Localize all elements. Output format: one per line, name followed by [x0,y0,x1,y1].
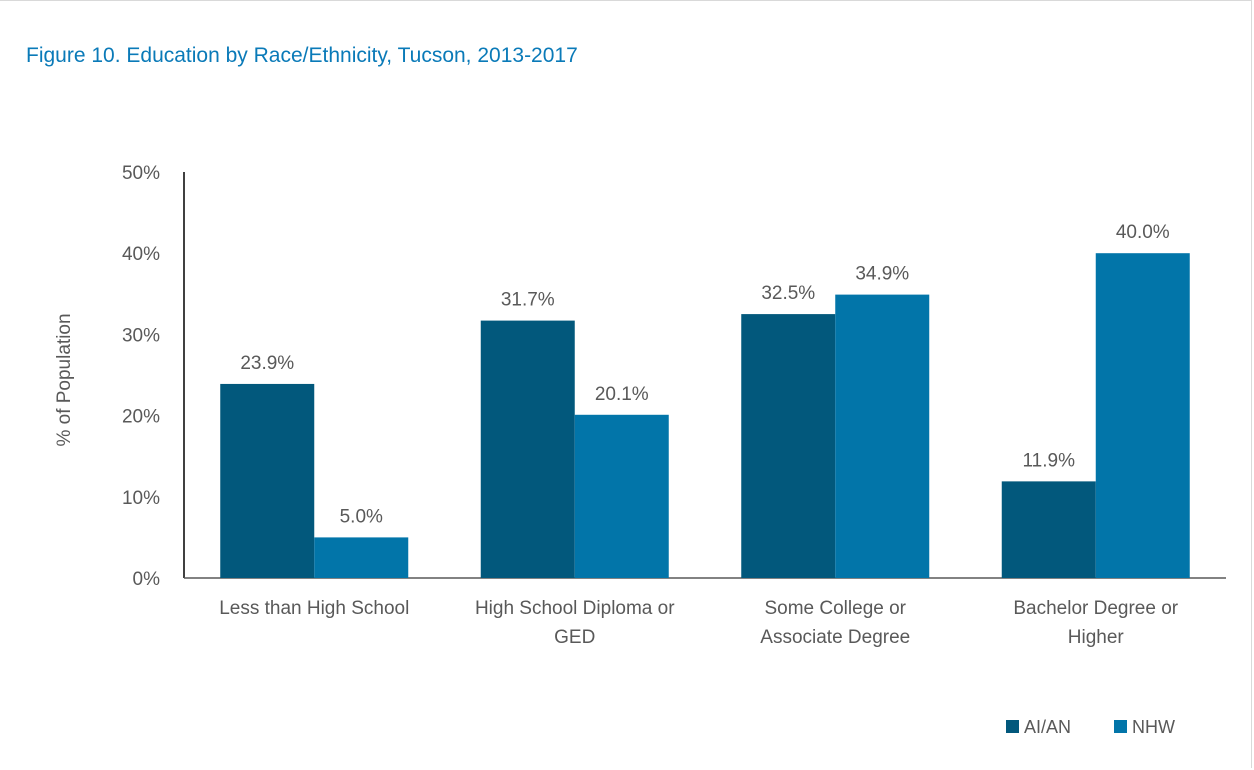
x-category-label: Associate Degree [760,627,910,648]
y-tick-label: 20% [122,407,160,428]
legend-swatch [1006,720,1019,733]
x-category-label: Some College or [764,598,906,619]
legend-label: NHW [1132,717,1175,737]
bar [220,383,315,578]
data-label: 34.9% [855,264,909,285]
legend-swatch [1114,720,1127,733]
data-label: 11.9% [1023,450,1076,471]
bar [1095,253,1190,578]
bar [480,320,575,578]
x-category-label: Less than High School [219,598,409,619]
bar [574,414,669,578]
data-label: 31.7% [501,290,555,311]
x-category-label: Bachelor Degree or [1013,598,1178,619]
bar [1001,481,1096,578]
y-tick-label: 10% [122,488,160,509]
legend-label: AI/AN [1024,717,1071,737]
data-label: 40.0% [1116,222,1170,243]
y-tick-label: 50% [122,163,160,184]
y-axis-label: % of Population [54,313,75,446]
data-label: 20.1% [595,384,649,405]
data-label: 23.9% [240,353,294,374]
data-label: 5.0% [340,506,383,527]
bar [835,294,930,578]
y-tick-label: 30% [122,325,160,346]
chart-title: Figure 10. Education by Race/Ethnicity, … [26,44,578,67]
data-label: 32.5% [761,283,815,304]
x-category-label: High School Diploma or [475,598,675,619]
bar [314,537,409,578]
x-category-label: Higher [1068,627,1125,648]
bar [741,314,836,578]
y-tick-label: 40% [122,244,160,265]
x-category-label: GED [554,627,595,648]
y-tick-label: 0% [133,569,161,590]
